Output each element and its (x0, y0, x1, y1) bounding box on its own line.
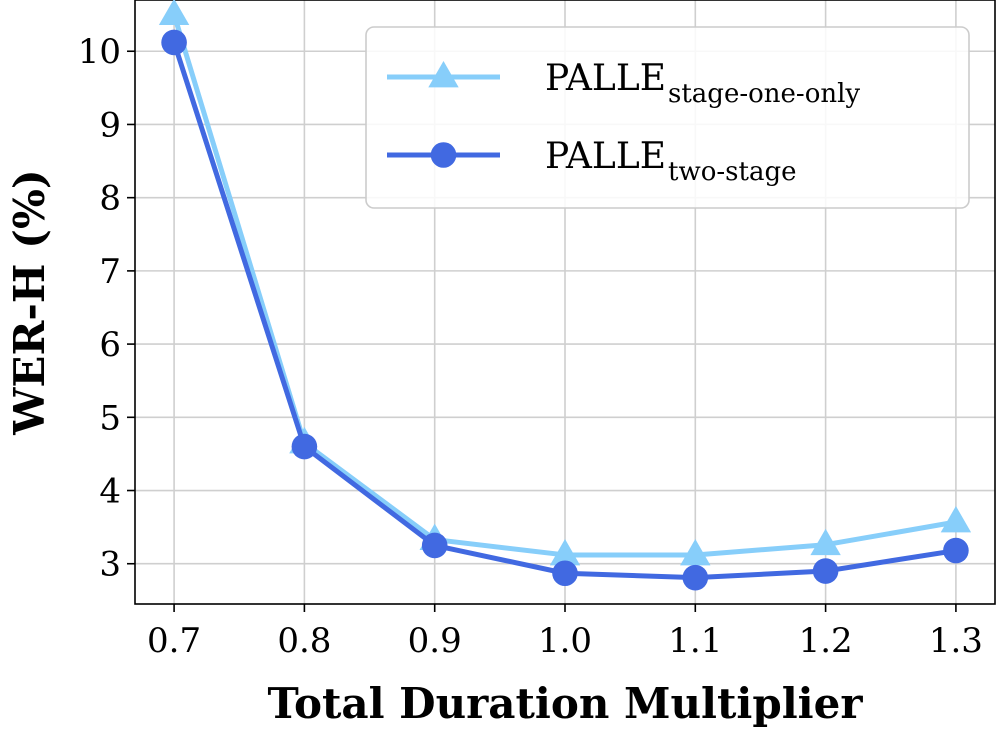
legend-box (365, 26, 970, 209)
series-layer (158, 0, 972, 591)
circle-marker (291, 433, 318, 460)
x-tick-label: 1.2 (799, 621, 853, 661)
x-tick-label: 0.9 (408, 621, 462, 661)
series-two-stage (161, 29, 969, 591)
y-tick-label: 7 (99, 252, 121, 292)
y-tick-label: 4 (99, 472, 121, 512)
triangle-marker (158, 0, 190, 26)
legend-label: PALLEtwo-stage (545, 136, 796, 187)
legend-label-main: PALLE (545, 136, 666, 177)
circle-marker (161, 29, 187, 56)
circle-marker (682, 564, 709, 591)
ticks: 0.7 0.8 0.9 1.0 1.1 1.2 1.3 3 4 5 6 7 8 9 10 (78, 32, 983, 661)
y-tick-label: 8 (99, 179, 121, 219)
triangle-marker (940, 506, 972, 533)
y-tick-label: 10 (78, 32, 121, 72)
circle-marker (421, 532, 448, 559)
x-tick-label: 1.1 (668, 621, 722, 661)
circle-marker (943, 537, 969, 564)
y-tick-label: 3 (99, 545, 121, 585)
legend-entry: PALLEstage-one-only (387, 58, 860, 109)
y-tick-label: 5 (99, 398, 121, 438)
x-tick-label: 1.0 (538, 621, 592, 661)
circle-marker (812, 558, 839, 584)
y-tick-label: 9 (99, 105, 121, 145)
triangle-marker (680, 538, 711, 566)
legend-label-subscript: stage-one-only (668, 79, 860, 109)
legend-label-subscript: two-stage (668, 157, 796, 187)
circle-marker (552, 560, 578, 587)
y-tick-label: 6 (99, 325, 121, 365)
legend-label-main: PALLE (545, 58, 666, 99)
triangle-marker (428, 61, 459, 88)
y-axis-title: WER-H (%) (5, 169, 54, 435)
legend-label: PALLEstage-one-only (545, 58, 860, 109)
x-tick-label: 0.8 (277, 621, 331, 661)
triangle-marker (810, 528, 841, 556)
x-axis-title: Total Duration Multiplier (268, 679, 864, 728)
legend-entry: PALLEtwo-stage (387, 136, 796, 187)
x-tick-label: 1.3 (929, 621, 983, 661)
triangle-marker (549, 538, 581, 566)
x-tick-label: 0.7 (147, 621, 201, 661)
circle-marker (430, 142, 457, 168)
